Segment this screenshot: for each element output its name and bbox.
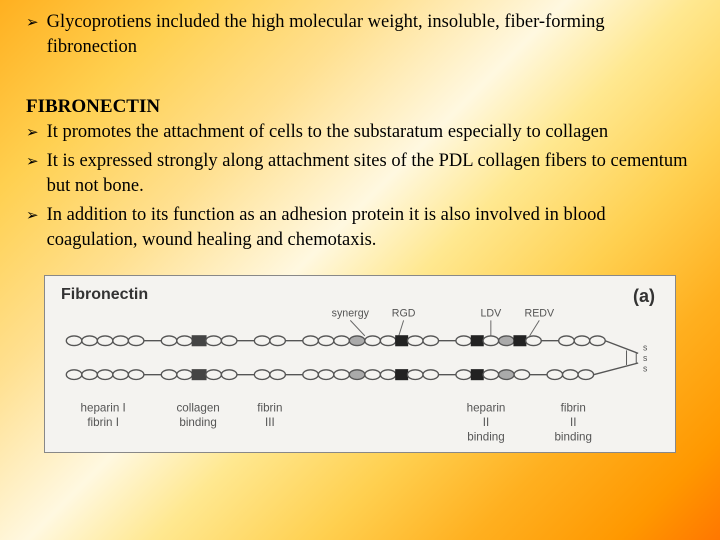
label-heparin2: heparin <box>467 401 506 414</box>
section-heading: FIBRONECTIN <box>26 96 694 118</box>
label-collagen: collagen <box>176 401 219 414</box>
bullet-text: It promotes the attachment of cells to t… <box>47 120 694 145</box>
bullet-marker-icon: ➢ <box>26 149 47 199</box>
label-II2: II <box>570 416 576 429</box>
bullet-item: ➢ Glycoprotiens included the high molecu… <box>26 10 694 60</box>
chain-top <box>66 336 638 353</box>
label-redv: REDV <box>525 307 555 319</box>
disulfide-bridges: s s s <box>627 342 648 373</box>
bullet-item: ➢ In addition to its function as an adhe… <box>26 203 694 253</box>
label-binding2: binding <box>467 430 504 443</box>
bullet-marker-icon: ➢ <box>26 203 47 253</box>
svg-text:s: s <box>643 353 648 363</box>
label-synergy: synergy <box>332 307 370 319</box>
bullet-text: In addition to its function as an adhesi… <box>47 203 694 253</box>
bullet-item: ➢ It is expressed strongly along attachm… <box>26 149 694 199</box>
label-II: II <box>483 416 489 429</box>
label-ldv: LDV <box>480 307 502 319</box>
label-III: III <box>265 416 275 429</box>
label-binding: binding <box>179 416 217 429</box>
label-rgd: RGD <box>392 307 416 319</box>
fibronectin-diagram: Fibronectin (a) synergy RGD LDV REDV <box>44 275 676 453</box>
label-fibrin1: fibrin I <box>87 416 119 429</box>
slide-content: ➢ Glycoprotiens included the high molecu… <box>0 0 720 453</box>
bullet-text: Glycoprotiens included the high molecula… <box>47 10 694 60</box>
chain-bottom <box>66 363 638 379</box>
svg-text:s: s <box>643 342 648 352</box>
label-binding3: binding <box>554 430 592 443</box>
bullet-marker-icon: ➢ <box>26 120 47 145</box>
fibronectin-schematic-icon: synergy RGD LDV REDV <box>45 276 675 452</box>
bullet-marker-icon: ➢ <box>26 10 47 60</box>
bullet-text: It is expressed strongly along attachmen… <box>47 149 694 199</box>
label-fibrin3: fibrin <box>257 401 282 414</box>
bullet-item: ➢ It promotes the attachment of cells to… <box>26 120 694 145</box>
label-fibrin2: fibrin <box>561 401 586 414</box>
label-heparin1: heparin I <box>81 401 126 414</box>
svg-text:s: s <box>643 364 648 374</box>
